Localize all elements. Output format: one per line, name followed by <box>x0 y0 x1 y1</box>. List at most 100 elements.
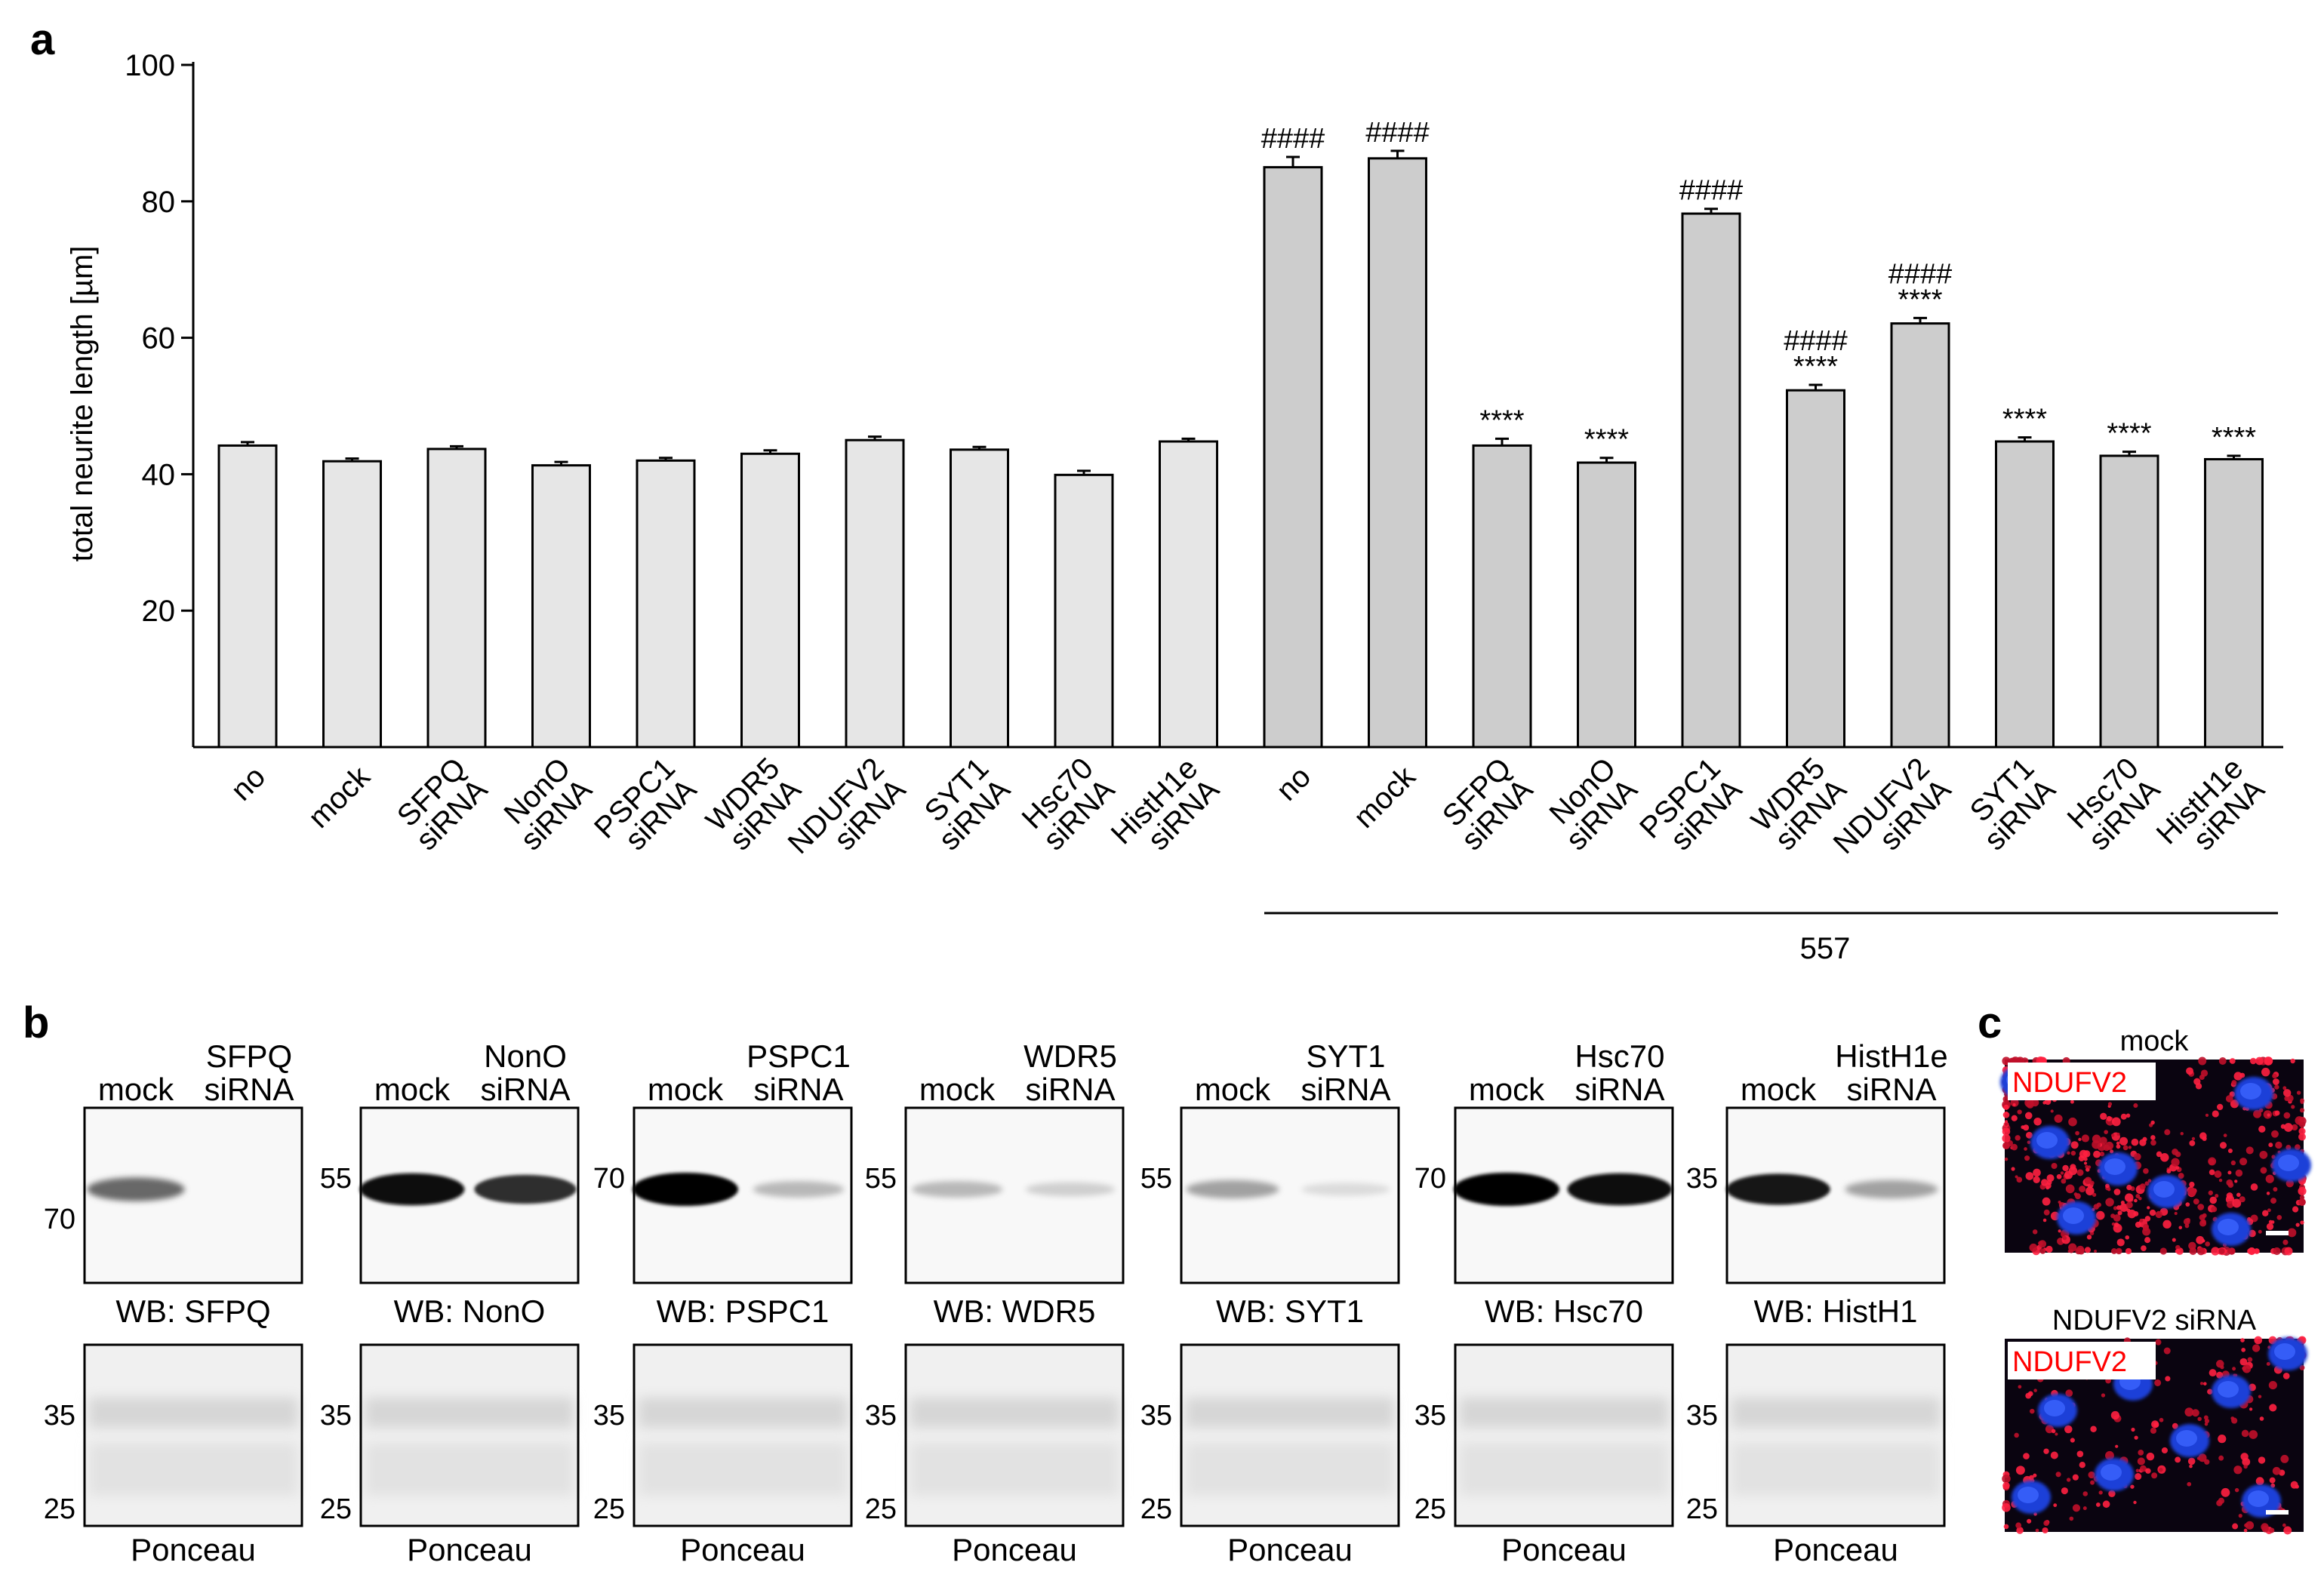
ndufv2-punctum <box>2078 1137 2082 1142</box>
protein-band <box>633 1173 738 1206</box>
nucleus-highlight <box>2274 1343 2295 1360</box>
significance-label: **** <box>1479 404 1524 436</box>
bar <box>217 444 278 749</box>
micrograph-title: mock <box>2120 1026 2190 1057</box>
lane-label-mock: mock <box>1741 1072 1817 1107</box>
ndufv2-punctum <box>2002 1142 2010 1150</box>
lane-label-treatment: WDR5 <box>1023 1038 1117 1074</box>
ndufv2-punctum <box>2073 1192 2078 1196</box>
ndufv2-punctum <box>2259 1416 2264 1421</box>
ndufv2-punctum <box>2236 1192 2241 1198</box>
ndufv2-punctum <box>2145 1468 2151 1474</box>
ndufv2-punctum <box>2239 1072 2246 1078</box>
bar <box>1995 440 2055 749</box>
ndufv2-punctum <box>2116 1141 2120 1146</box>
ndufv2-punctum <box>2024 1112 2033 1120</box>
ndufv2-punctum <box>2043 1520 2049 1527</box>
ndufv2-punctum <box>2175 1248 2181 1254</box>
wb-size-marker: 70 <box>1414 1163 1446 1195</box>
bar <box>845 438 905 749</box>
bar <box>426 447 487 749</box>
ndufv2-punctum <box>2219 1142 2227 1149</box>
ndufv2-punctum <box>2284 1247 2293 1256</box>
ndufv2-punctum <box>2163 1347 2171 1355</box>
significance-label: **** <box>2107 418 2151 450</box>
ndufv2-punctum <box>2269 1527 2275 1533</box>
ndufv2-punctum <box>2198 1453 2207 1462</box>
ndufv2-punctum <box>2161 1447 2168 1454</box>
ndufv2-punctum <box>2050 1109 2054 1113</box>
ndufv2-punctum <box>2042 1101 2046 1105</box>
protein-band <box>1186 1179 1279 1199</box>
ndufv2-punctum <box>2004 1157 2008 1161</box>
ndufv2-punctum <box>2232 1198 2242 1208</box>
bar <box>1890 322 1950 749</box>
ndufv2-punctum <box>2119 1203 2129 1212</box>
ndufv2-punctum <box>2171 1158 2180 1167</box>
ndufv2-punctum <box>2025 1131 2033 1139</box>
nucleus-highlight <box>2101 1464 2122 1481</box>
ndufv2-punctum <box>2135 1221 2141 1228</box>
ndufv2-punctum <box>2282 1523 2286 1527</box>
ndufv2-punctum <box>2027 1518 2032 1524</box>
ndufv2-punctum <box>2199 1214 2205 1221</box>
ndufv2-punctum <box>2107 1187 2111 1192</box>
ponceau-band <box>910 1398 1119 1428</box>
ndufv2-punctum <box>2227 1148 2233 1153</box>
ndufv2-punctum <box>2104 1130 2108 1134</box>
ndufv2-punctum <box>2242 1457 2251 1466</box>
ndufv2-punctum <box>2241 1429 2249 1438</box>
ndufv2-punctum <box>2186 1067 2193 1075</box>
ndufv2-punctum <box>2011 1143 2018 1151</box>
wb-size-marker: 55 <box>320 1163 352 1195</box>
bar <box>1159 440 1218 749</box>
ndufv2-punctum <box>2053 1503 2058 1508</box>
ndufv2-punctum <box>2185 1217 2190 1223</box>
bar <box>1786 389 1845 749</box>
ndufv2-punctum <box>2042 1527 2049 1534</box>
ndufv2-punctum <box>2299 1108 2305 1113</box>
y-axis-ticks: 20 40 60 80 100 <box>125 49 193 628</box>
bar <box>740 452 800 749</box>
ndufv2-punctum <box>2216 1103 2224 1111</box>
nucleus-highlight <box>2153 1181 2175 1198</box>
ponceau-background <box>1727 1345 1944 1526</box>
ndufv2-punctum <box>2113 1214 2121 1222</box>
ndufv2-punctum <box>2235 1169 2243 1177</box>
ndufv2-punctum <box>2258 1395 2262 1398</box>
ndufv2-punctum <box>2002 1112 2010 1118</box>
ndufv2-punctum <box>2067 1249 2071 1253</box>
significance-label: **** <box>2002 404 2047 435</box>
ndufv2-punctum <box>2142 1227 2151 1236</box>
ndufv2-punctum <box>2088 1471 2095 1479</box>
ndufv2-punctum <box>2090 1426 2097 1432</box>
ponceau-size-marker-25: 25 <box>320 1493 352 1525</box>
ndufv2-punctum <box>2046 1174 2055 1183</box>
ponceau-smear <box>1186 1443 1394 1496</box>
ndufv2-punctum <box>2230 1100 2239 1109</box>
ndufv2-punctum <box>2039 1248 2046 1254</box>
wb-label: WB: SFPQ <box>115 1293 270 1329</box>
ndufv2-punctum <box>2258 1229 2262 1234</box>
ndufv2-punctum <box>2147 1179 2152 1183</box>
ndufv2-punctum <box>2004 1122 2008 1126</box>
ndufv2-punctum <box>2079 1149 2088 1158</box>
ndufv2-punctum <box>2070 1164 2076 1170</box>
ndufv2-punctum <box>2247 1248 2253 1254</box>
significance-label: **** <box>1584 424 1629 456</box>
nucleus-highlight <box>2018 1487 2039 1503</box>
ndufv2-punctum <box>2240 1338 2245 1342</box>
ndufv2-punctum <box>2280 1124 2286 1129</box>
ndufv2-punctum <box>2283 1112 2291 1119</box>
ndufv2-punctum <box>2233 1466 2242 1475</box>
ndufv2-punctum <box>2105 1141 2114 1150</box>
ndufv2-punctum <box>2144 1216 2151 1222</box>
ndufv2-punctum <box>2274 1110 2280 1116</box>
ndufv2-punctum <box>2282 1239 2289 1245</box>
